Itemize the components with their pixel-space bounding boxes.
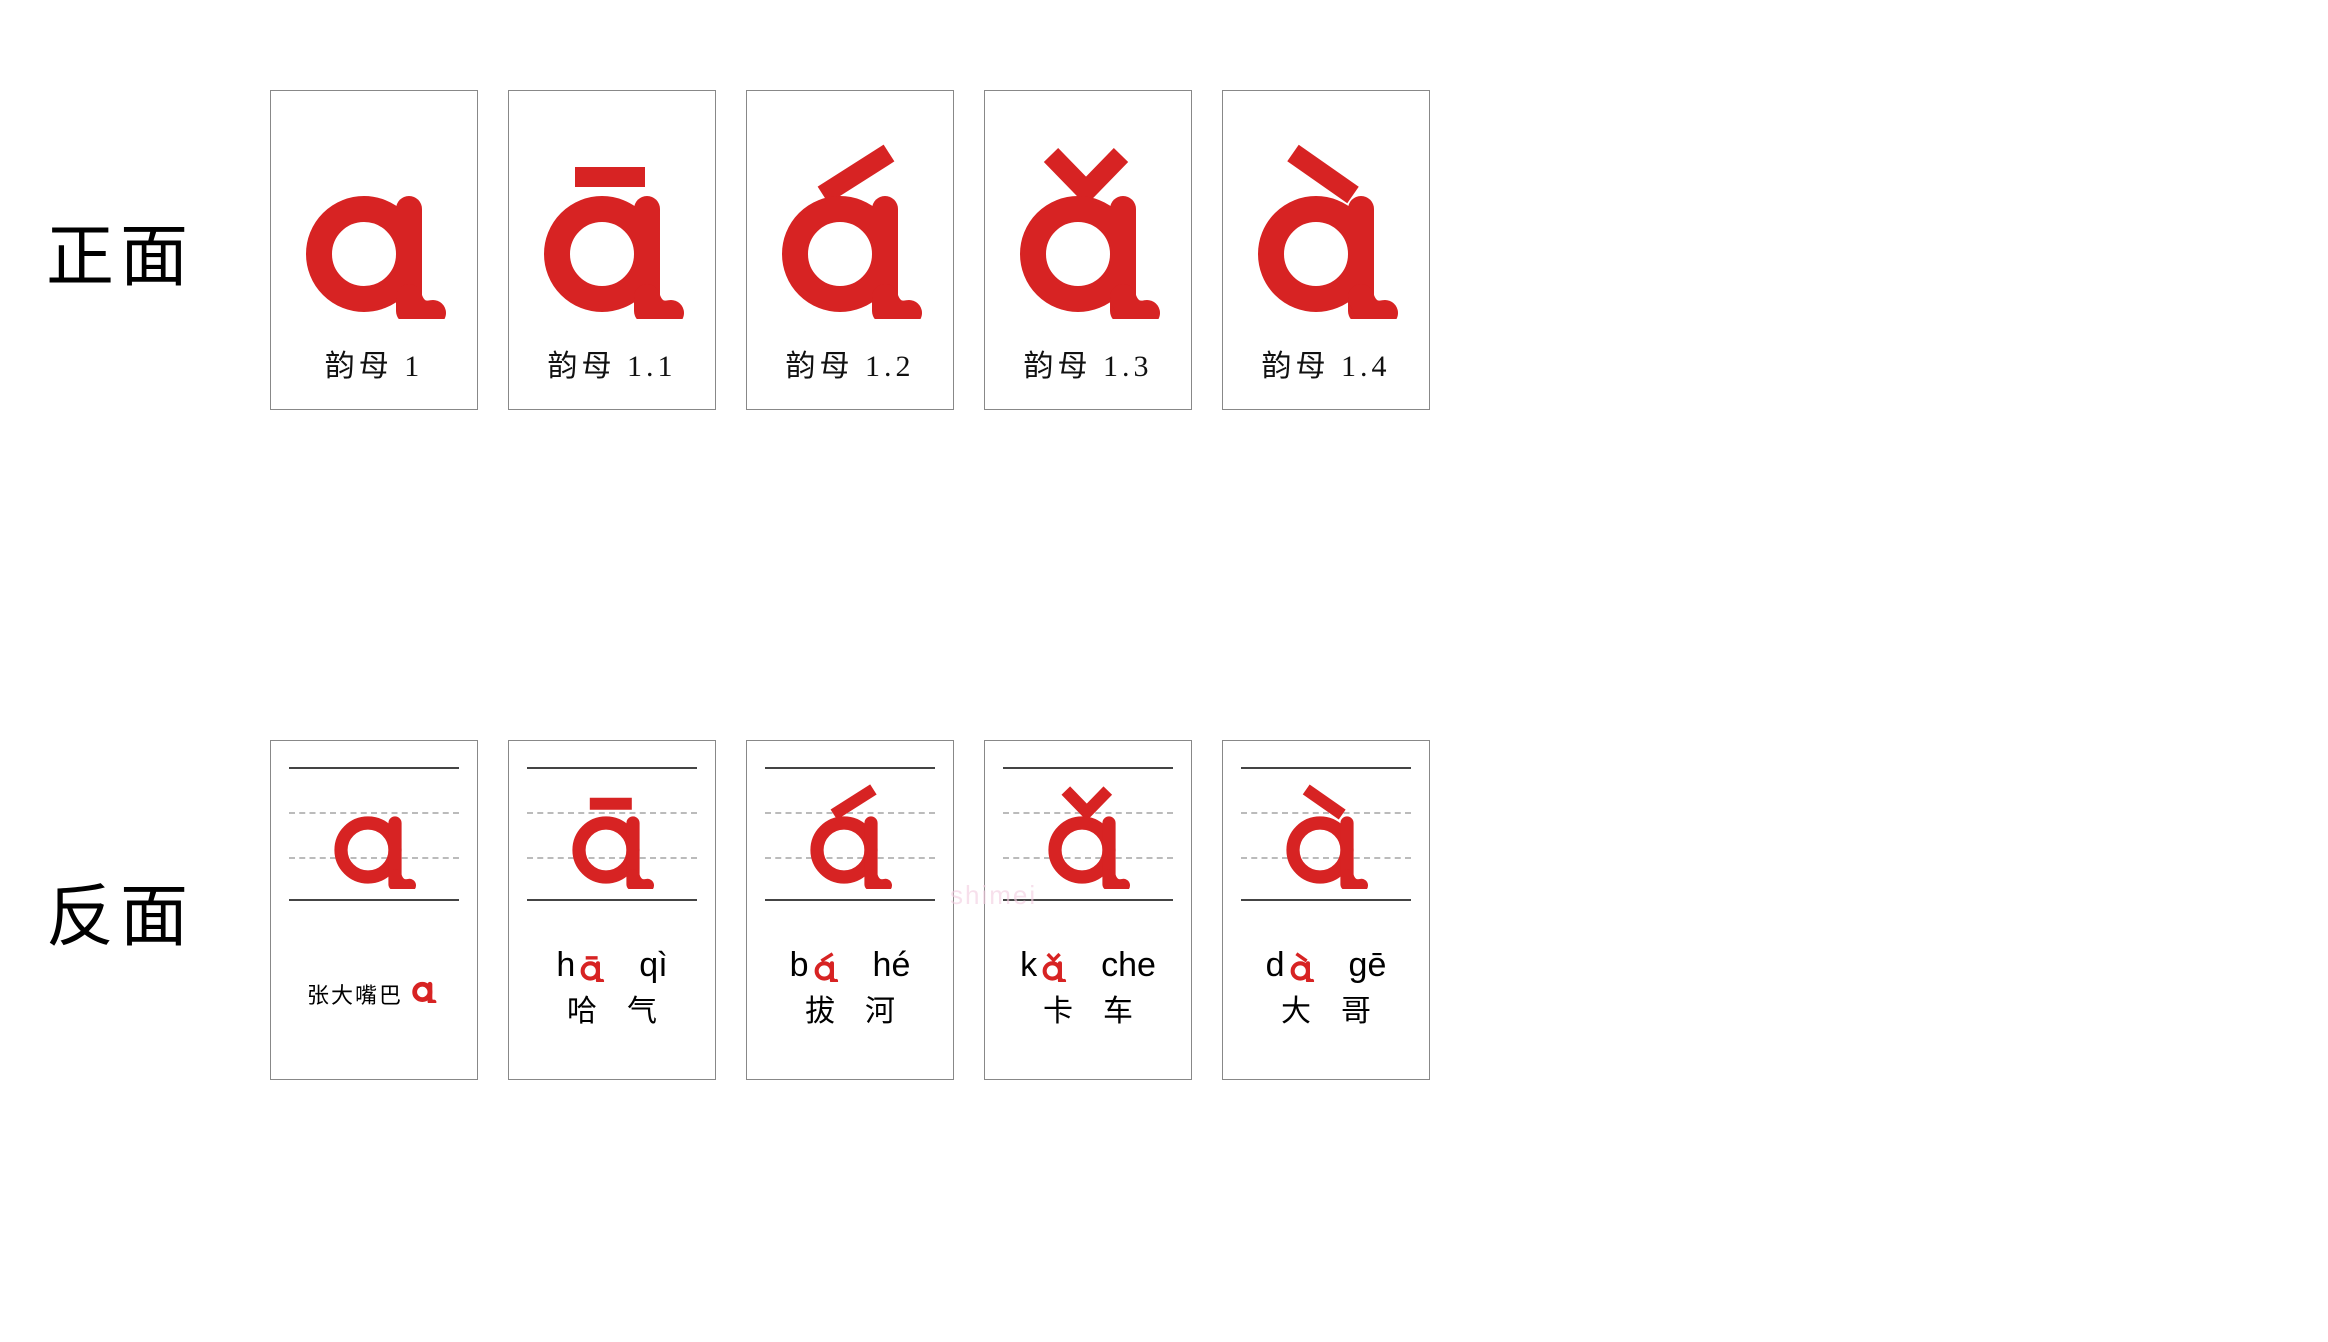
front-caption-0: 韵母 1	[325, 341, 424, 409]
back-cards: 张大嘴巴 h qì 哈气	[270, 740, 1430, 1080]
mnemonic-0: 张大嘴巴	[307, 969, 441, 1010]
front-card-0: 韵母 1	[270, 90, 478, 410]
hanzi-4-0: 大	[1281, 986, 1311, 1030]
hanzi-4-1: 哥	[1341, 986, 1371, 1030]
front-glyph-4	[1223, 97, 1429, 341]
hanzi-2-0: 拔	[805, 986, 835, 1030]
front-card-4: 韵母 1.4	[1222, 90, 1430, 410]
front-card-2: 韵母 1.2	[746, 90, 954, 410]
back-card-1: h qì 哈气	[508, 740, 716, 1080]
front-caption-3: 韵母 1.3	[1024, 341, 1153, 409]
pinyin-2-0: b	[790, 948, 843, 982]
writing-box-1	[527, 759, 697, 899]
hanzi-1-1: 气	[627, 986, 657, 1030]
pinyin-3-0: k	[1020, 948, 1071, 982]
writing-box-0	[289, 759, 459, 899]
front-glyph-3	[985, 97, 1191, 341]
back-card-0: 张大嘴巴	[270, 740, 478, 1080]
pinyin-1-1: qì	[639, 948, 667, 982]
pinyin-2-1: hé	[873, 948, 911, 982]
writing-box-4	[1241, 759, 1411, 899]
hanzi-2-1: 河	[865, 986, 895, 1030]
back-card-3: k che 卡车	[984, 740, 1192, 1080]
pinyin-4-1: gē	[1349, 948, 1387, 982]
writing-box-2	[765, 759, 935, 899]
pinyin-3-1: che	[1101, 948, 1156, 982]
hanzi-1-0: 哈	[567, 986, 597, 1030]
hanzi-3-0: 卡	[1043, 986, 1073, 1030]
front-glyph-0	[271, 97, 477, 341]
row-label-back: 反面	[0, 861, 240, 960]
pinyin-1-0: h	[556, 948, 609, 982]
row-label-front: 正面	[0, 201, 240, 300]
back-card-4: d gē 大哥	[1222, 740, 1430, 1080]
front-glyph-2	[747, 97, 953, 341]
front-cards: 韵母 1 韵母 1.1 韵母 1.2 韵母 1.3	[270, 90, 1430, 410]
front-card-1: 韵母 1.1	[508, 90, 716, 410]
pinyin-4-0: d	[1266, 948, 1319, 982]
front-card-3: 韵母 1.3	[984, 90, 1192, 410]
front-caption-2: 韵母 1.2	[786, 341, 915, 409]
hanzi-3-1: 车	[1103, 986, 1133, 1030]
front-caption-1: 韵母 1.1	[548, 341, 677, 409]
back-card-2: b hé 拔河	[746, 740, 954, 1080]
front-caption-4: 韵母 1.4	[1262, 341, 1391, 409]
front-glyph-1	[509, 97, 715, 341]
writing-box-3	[1003, 759, 1173, 899]
